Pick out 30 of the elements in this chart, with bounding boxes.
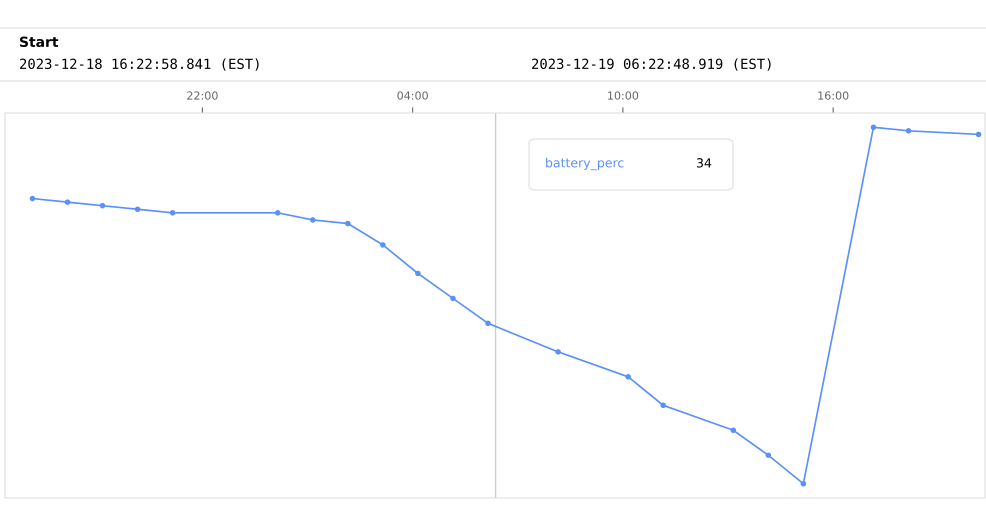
point — [380, 242, 386, 248]
point — [800, 480, 806, 487]
chart-title: Start — [20, 36, 58, 48]
x-tick-label: 22:00 — [187, 91, 218, 100]
point — [64, 199, 70, 205]
point — [100, 202, 106, 208]
point — [310, 217, 316, 223]
point — [976, 132, 982, 138]
x-tick-label: 10:00 — [608, 91, 638, 100]
point — [555, 349, 561, 355]
point — [450, 296, 456, 302]
point — [870, 124, 876, 130]
annotation: 34 — [696, 158, 712, 168]
text: 2023-12-18 16:22:58.841 (EST) — [20, 58, 259, 71]
text: 2023-12-19 06:22:48.919 (EST) — [532, 58, 771, 71]
point — [766, 452, 772, 458]
x-tick-label: 04:00 — [397, 91, 428, 100]
point — [485, 320, 491, 326]
point — [730, 427, 736, 434]
text: battery_perc — [546, 158, 624, 170]
point — [274, 210, 281, 216]
point — [906, 128, 912, 134]
point — [415, 270, 421, 276]
point — [134, 206, 140, 212]
point — [170, 210, 176, 216]
point — [660, 402, 666, 408]
point — [345, 220, 351, 226]
point — [30, 196, 36, 202]
x-tick-label: 16:00 — [818, 91, 848, 100]
point — [625, 374, 631, 380]
